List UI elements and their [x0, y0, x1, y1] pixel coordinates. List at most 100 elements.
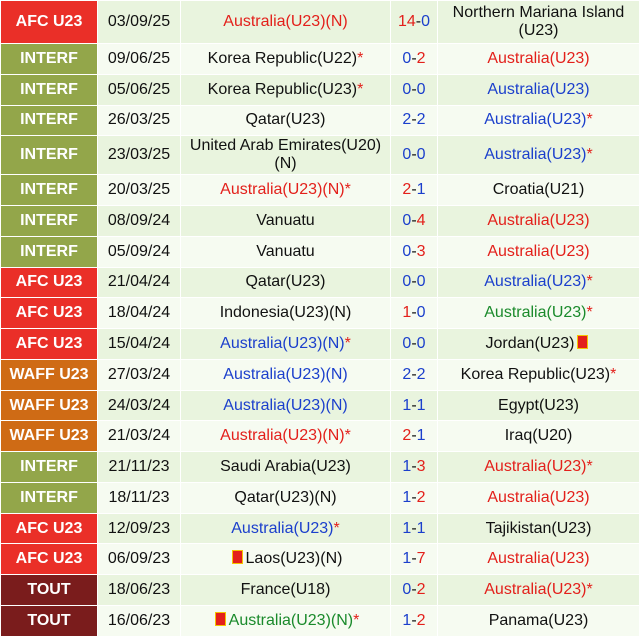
away-team: Egypt(U23)	[438, 390, 639, 421]
away-team: Australia(U23)	[438, 44, 639, 75]
score: 14-0	[391, 1, 438, 44]
home-score: 1	[402, 489, 411, 506]
team-name: Australia(U23)	[484, 581, 586, 598]
match-date: 23/03/25	[98, 136, 181, 175]
away-team: Korea Republic(U23)*	[438, 359, 639, 390]
score: 1-0	[391, 298, 438, 329]
home-score: 0	[402, 243, 411, 260]
match-date: 03/09/25	[98, 1, 181, 44]
away-team: Australia(U23)*	[438, 136, 639, 175]
home-team: Korea Republic(U23)*	[181, 74, 391, 105]
away-score: 2	[417, 111, 426, 128]
match-date: 21/04/24	[98, 267, 181, 298]
away-score: 3	[417, 243, 426, 260]
match-date: 20/03/25	[98, 175, 181, 206]
team-mark: *	[334, 520, 340, 537]
away-score: 4	[417, 212, 426, 229]
away-team: Australia(U23)	[438, 482, 639, 513]
home-team: Australia(U23)(N)	[181, 1, 391, 44]
home-team: Laos(U23)(N)	[181, 544, 391, 575]
team-mark: *	[587, 304, 593, 321]
score: 2-2	[391, 105, 438, 136]
score: 1-3	[391, 452, 438, 483]
away-team: Australia(U23)*	[438, 298, 639, 329]
away-team: Australia(U23)	[438, 206, 639, 237]
away-team: Australia(U23)*	[438, 452, 639, 483]
match-date: 16/06/23	[98, 606, 181, 637]
competition-badge: INTERF	[1, 452, 98, 483]
away-score: 7	[417, 550, 426, 567]
team-name: Australia(U23)(N)	[229, 612, 353, 629]
team-mark: *	[357, 81, 363, 98]
home-score: 0	[402, 50, 411, 67]
team-name: Australia(U23)	[484, 304, 586, 321]
home-team: Indonesia(U23)(N)	[181, 298, 391, 329]
competition-badge: INTERF	[1, 44, 98, 75]
home-score: 0	[402, 581, 411, 598]
match-date: 12/09/23	[98, 513, 181, 544]
team-name: Panama(U23)	[489, 612, 589, 629]
match-date: 18/04/24	[98, 298, 181, 329]
home-score: 0	[402, 273, 411, 290]
home-score: 0	[402, 212, 411, 229]
home-score: 2	[402, 111, 411, 128]
home-team: Vanuatu	[181, 206, 391, 237]
home-score: 1	[402, 397, 411, 414]
competition-badge: AFC U23	[1, 1, 98, 44]
home-team: Australia(U23)*	[181, 513, 391, 544]
away-team: Australia(U23)*	[438, 575, 639, 606]
home-score: 1	[402, 304, 411, 321]
red-card-icon	[232, 550, 243, 564]
red-card-icon	[215, 612, 226, 626]
away-team: Iraq(U20)	[438, 421, 639, 452]
match-date: 05/09/24	[98, 236, 181, 267]
score: 0-0	[391, 136, 438, 175]
team-mark: *	[587, 146, 593, 163]
team-name: Australia(U23)(N)	[220, 181, 344, 198]
away-team: Croatia(U21)	[438, 175, 639, 206]
home-score: 1	[402, 550, 411, 567]
team-name: Australia(U23)(N)	[223, 366, 347, 383]
home-score: 14	[398, 13, 416, 30]
team-mark: *	[587, 581, 593, 598]
competition-badge: AFC U23	[1, 329, 98, 360]
home-score: 2	[402, 181, 411, 198]
home-team: Australia(U23)(N)	[181, 390, 391, 421]
match-date: 27/03/24	[98, 359, 181, 390]
match-date: 26/03/25	[98, 105, 181, 136]
away-team: Jordan(U23)	[438, 329, 639, 360]
away-team: Australia(U23)	[438, 544, 639, 575]
team-name: Australia(U23)(N)	[223, 13, 347, 30]
team-name: Jordan(U23)	[486, 335, 575, 352]
score: 0-0	[391, 329, 438, 360]
competition-badge: TOUT	[1, 575, 98, 606]
away-score: 3	[417, 458, 426, 475]
team-name: Australia(U23)	[487, 212, 589, 229]
away-score: 0	[417, 146, 426, 163]
team-name: Indonesia(U23)(N)	[220, 304, 352, 321]
away-team: Australia(U23)*	[438, 105, 639, 136]
away-score: 0	[417, 304, 426, 321]
team-mark: *	[345, 181, 351, 198]
score: 0-2	[391, 575, 438, 606]
away-score: 0	[417, 273, 426, 290]
team-name: Laos(U23)(N)	[246, 550, 343, 567]
competition-badge: WAFF U23	[1, 421, 98, 452]
team-mark: *	[610, 366, 616, 383]
team-name: Australia(U23)(N)	[223, 397, 347, 414]
team-name: Australia(U23)	[484, 458, 586, 475]
score: 2-1	[391, 421, 438, 452]
competition-badge: AFC U23	[1, 513, 98, 544]
match-date: 15/04/24	[98, 329, 181, 360]
competition-badge: INTERF	[1, 236, 98, 267]
score: 2-2	[391, 359, 438, 390]
